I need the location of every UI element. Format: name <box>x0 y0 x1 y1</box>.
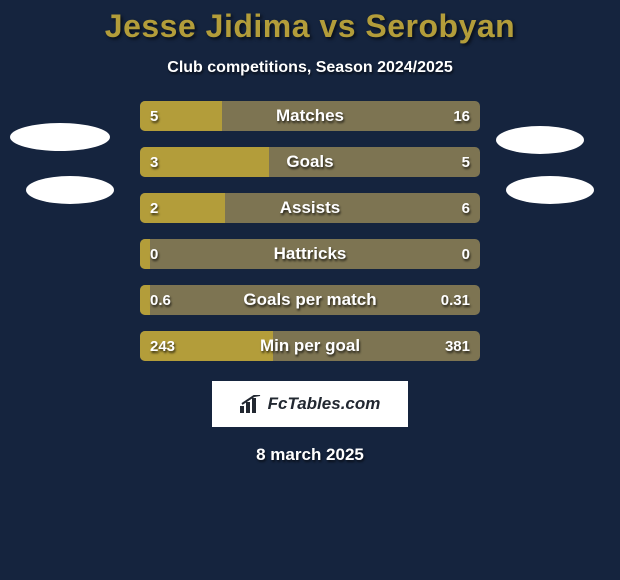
player1-name: Jesse Jidima <box>105 8 310 44</box>
metric-bar-track <box>140 193 480 223</box>
metric-bar-left-fill <box>140 101 222 131</box>
metric-bar-left-fill <box>140 285 150 315</box>
metric-bar-left-fill <box>140 239 150 269</box>
metric-bar-track <box>140 101 480 131</box>
metric-bar-left-fill <box>140 331 273 361</box>
metric-row: Assists26 <box>140 193 480 223</box>
metric-row: Min per goal243381 <box>140 331 480 361</box>
metric-row: Hattricks00 <box>140 239 480 269</box>
metric-bar-track <box>140 285 480 315</box>
metric-bar-left-fill <box>140 193 225 223</box>
player2-name: Serobyan <box>365 8 515 44</box>
source-logo-text: FcTables.com <box>268 394 381 414</box>
player1-photo-placeholder <box>10 123 110 151</box>
player2-photo-placeholder <box>506 176 594 204</box>
comparison-title: Jesse Jidima vs Serobyan <box>0 0 620 45</box>
chart-icon <box>240 395 262 413</box>
metric-row: Goals35 <box>140 147 480 177</box>
player1-photo-placeholder <box>26 176 114 204</box>
player2-photo-placeholder <box>496 126 584 154</box>
source-logo: FcTables.com <box>212 381 408 427</box>
metric-bar-track <box>140 239 480 269</box>
snapshot-date: 8 march 2025 <box>0 445 620 465</box>
vs-separator: vs <box>319 8 356 44</box>
metric-row: Matches516 <box>140 101 480 131</box>
comparison-subtitle: Club competitions, Season 2024/2025 <box>0 59 620 77</box>
metric-bar-track <box>140 147 480 177</box>
metric-bar-track <box>140 331 480 361</box>
metric-bar-left-fill <box>140 147 269 177</box>
metric-row: Goals per match0.60.31 <box>140 285 480 315</box>
